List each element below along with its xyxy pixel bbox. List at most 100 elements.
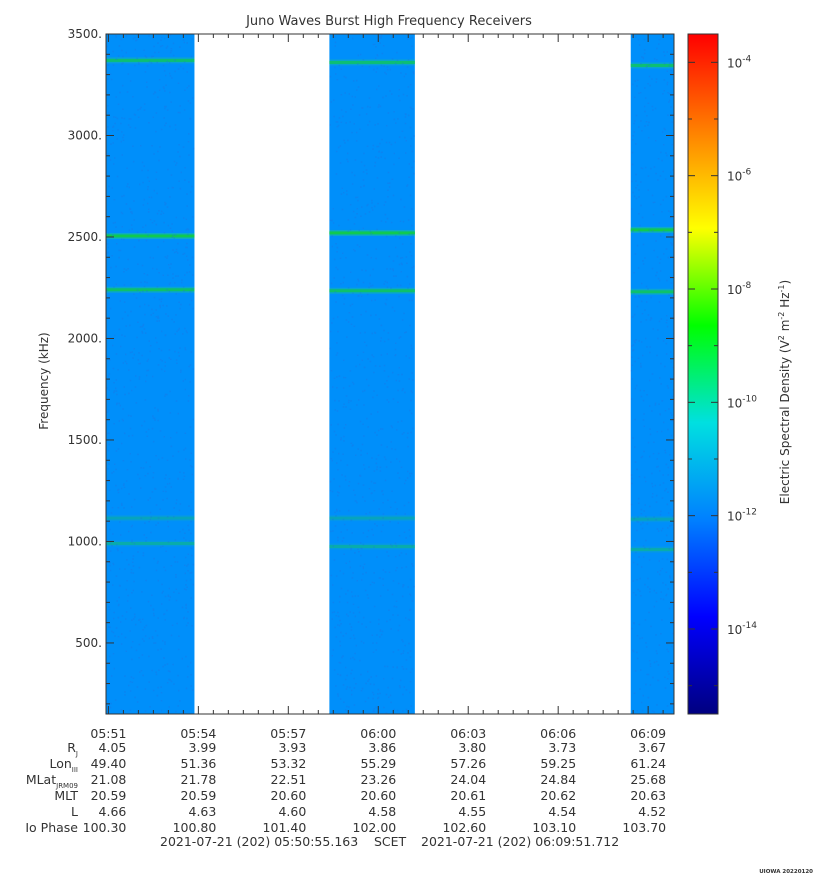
ephemeris-value: 57.26 [450, 756, 486, 771]
y-tick-label-3000: 3000. [68, 128, 102, 142]
x-tick-label-0603: 06:03 [450, 726, 486, 741]
ephemeris-value: 51.36 [181, 756, 217, 771]
ephemeris-value: 20.60 [360, 788, 396, 803]
emission-band-6 [329, 60, 415, 64]
x-axis-ticks: 05:51 05:54 05:57 06:00 06:03 06:06 06:09 [90, 34, 666, 741]
x-tick-label-0551: 05:51 [90, 726, 126, 741]
ephemeris-value: 53.32 [271, 756, 307, 771]
emission-band-2 [106, 234, 195, 238]
emission-band-4 [106, 516, 195, 520]
ephemeris-value: 4.60 [278, 804, 306, 819]
y-tick-label-1000: 1000. [68, 534, 102, 548]
emission-band-9 [329, 516, 415, 520]
emission-band-1 [106, 58, 195, 62]
end-time: 2021-07-21 (202) 06:09:51.712 [421, 834, 619, 849]
y-tick-label-2500: 2500. [68, 230, 102, 244]
ephemeris-value: 61.24 [630, 756, 666, 771]
ephemeris-value: 3.80 [458, 740, 486, 755]
ephemeris-value: 24.04 [450, 772, 486, 787]
ephemeris-value: 4.55 [458, 804, 486, 819]
emission-band-5 [106, 541, 195, 545]
ephemeris-value: 20.59 [91, 788, 127, 803]
data-block-1 [106, 34, 195, 714]
colorbar-gradient [688, 34, 718, 714]
x-tick-label-0600: 06:00 [360, 726, 396, 741]
ephemeris-value: 49.40 [91, 756, 127, 771]
ephemeris-value: 4.58 [368, 804, 396, 819]
emission-band-7 [329, 231, 415, 235]
x-tick-label-0557: 05:57 [270, 726, 306, 741]
y-axis-label: Frequency (kHz) [37, 332, 51, 429]
ephemeris-label-3: MLatJRM09 [26, 772, 78, 790]
ephemeris-value: 24.84 [540, 772, 576, 787]
colorbar-frame [687, 33, 719, 715]
colorbar-tick--14: 10-14 [727, 621, 757, 637]
colorbar-label: Electric Spectral Density (V2 m-2 Hz-1) [777, 280, 792, 504]
emission-band-3 [106, 288, 195, 292]
colorbar: 10-4 10-6 10-8 10-10 10-12 10-14 [687, 33, 757, 715]
ephemeris-value: 4.66 [99, 804, 127, 819]
colorbar-tick--8: 10-8 [727, 281, 752, 297]
ephemeris-value: 102.60 [442, 820, 486, 835]
ephemeris-value: 20.61 [450, 788, 486, 803]
ephemeris-value: 4.52 [638, 804, 666, 819]
y-tick-label-500: 500. [75, 636, 102, 650]
noise-texture-3 [630, 36, 674, 714]
emission-band-13 [630, 290, 674, 294]
data-block-3 [630, 34, 674, 714]
emission-band-15 [630, 548, 674, 552]
ephemeris-label-1: RJ [67, 740, 78, 758]
emission-band-10 [329, 545, 415, 549]
emission-band-11 [630, 63, 674, 67]
y-tick-label-2000: 2000. [68, 331, 102, 345]
ephemeris-value: 3.99 [189, 740, 217, 755]
ephemeris-value: 20.60 [271, 788, 307, 803]
data-block-2 [329, 34, 415, 714]
ephemeris-table: RJ 4.05 3.99 3.93 3.86 3.80 3.73 3.67 LonIII 49.4… [25, 740, 666, 835]
ephemeris-value: 3.93 [278, 740, 306, 755]
ephemeris-value: 4.54 [548, 804, 576, 819]
ephemeris-value: 102.00 [353, 820, 397, 835]
colorbar-tick--6: 10-6 [727, 168, 752, 184]
chart-title: Juno Waves Burst High Frequency Receiver… [245, 14, 532, 29]
ephemeris-value: 23.26 [360, 772, 396, 787]
colorbar-tick--12: 10-12 [727, 508, 757, 524]
ephemeris-value: 21.08 [91, 772, 127, 787]
ephemeris-value: 25.68 [630, 772, 666, 787]
credit-label: UIOWA 20220120 [759, 869, 813, 875]
time-system: SCET [374, 834, 407, 849]
noise-texture-2 [329, 34, 415, 714]
ephemeris-value: 100.80 [173, 820, 217, 835]
ephemeris-value: 103.70 [622, 820, 666, 835]
ephemeris-value: 103.10 [532, 820, 576, 835]
colorbar-tick--10: 10-10 [727, 394, 757, 410]
start-time: 2021-07-21 (202) 05:50:55.163 [160, 834, 358, 849]
ephemeris-value: 20.62 [540, 788, 576, 803]
plot-area [106, 34, 674, 714]
x-tick-label-0606: 06:06 [540, 726, 576, 741]
emission-band-8 [329, 289, 415, 293]
emission-band-12 [630, 228, 674, 232]
ephemeris-label-6: Io Phase [25, 820, 78, 835]
ephemeris-label-4: MLT [54, 788, 78, 803]
ephemeris-value: 55.29 [360, 756, 396, 771]
ephemeris-value: 21.78 [181, 772, 217, 787]
y-axis-ticks: 500. 1000. 1500. 2000. 2500. 3000. 3500. [68, 27, 674, 705]
y-tick-label-1500: 1500. [68, 433, 102, 447]
emission-band-14 [630, 517, 674, 521]
ephemeris-value: 3.86 [368, 740, 396, 755]
ephemeris-label-2: LonIII [49, 756, 78, 774]
y-tick-label-3500: 3500. [68, 27, 102, 41]
ephemeris-value: 4.05 [99, 740, 127, 755]
ephemeris-label-5: L [71, 804, 78, 819]
ephemeris-value: 100.30 [83, 820, 127, 835]
ephemeris-value: 4.63 [189, 804, 217, 819]
plot-frame [105, 33, 675, 715]
ephemeris-value: 20.63 [630, 788, 666, 803]
ephemeris-value: 3.73 [548, 740, 576, 755]
ephemeris-value: 59.25 [540, 756, 576, 771]
ephemeris-value: 20.59 [181, 788, 217, 803]
colorbar-tick--4: 10-4 [727, 54, 752, 70]
ephemeris-value: 22.51 [271, 772, 307, 787]
